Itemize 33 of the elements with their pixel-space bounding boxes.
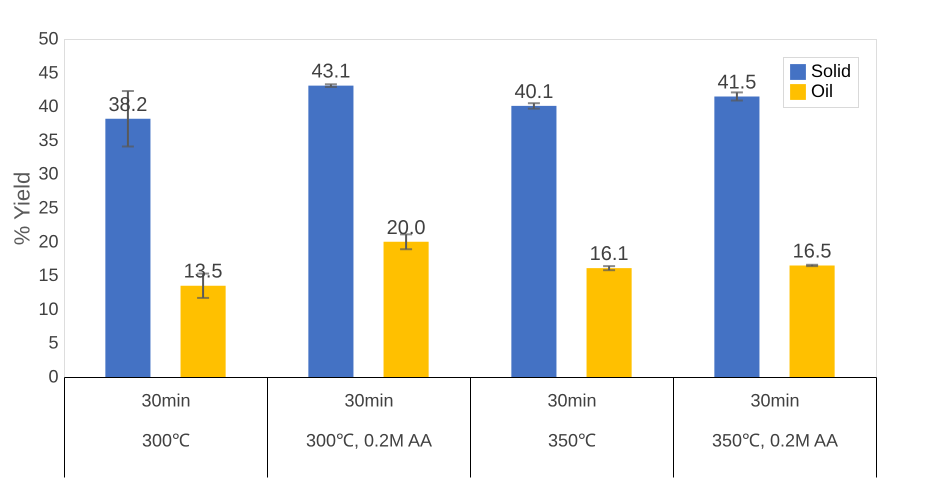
data-label: 16.1 xyxy=(590,243,629,266)
bar xyxy=(180,286,226,377)
bar xyxy=(586,268,632,377)
data-label: 20.0 xyxy=(386,216,426,239)
x-tick-label: 30min 350℃, 0.2M AA xyxy=(712,390,838,450)
y-tick-label: 45 xyxy=(38,62,58,82)
y-axis-title: % Yield xyxy=(9,172,34,246)
x-tick-label: 30min 350℃ xyxy=(547,390,597,450)
data-label: 43.1 xyxy=(311,60,350,83)
data-label: 16.5 xyxy=(792,240,832,262)
data-label: 41.5 xyxy=(717,71,756,94)
data-label: 13.5 xyxy=(184,260,223,283)
legend-label: Oil xyxy=(811,81,833,101)
bar xyxy=(511,106,556,377)
y-tick-label: 10 xyxy=(38,298,58,319)
bar xyxy=(714,96,760,377)
bar xyxy=(308,86,354,377)
y-tick-label: 40 xyxy=(38,96,58,116)
y-tick-label: 20 xyxy=(38,231,58,252)
y-tick-label: 30 xyxy=(38,164,58,184)
legend-label: Solid xyxy=(811,61,852,81)
y-tick-label: 50 xyxy=(38,28,58,48)
y-tick-label: 0 xyxy=(48,366,58,386)
bar xyxy=(790,265,835,377)
bar xyxy=(384,242,429,377)
y-tick-label: 25 xyxy=(38,198,58,218)
data-label: 40.1 xyxy=(514,80,554,103)
bar xyxy=(105,118,150,377)
x-tick-label: 30min 300℃, 0.2M AA xyxy=(306,390,432,450)
y-tick-label: 15 xyxy=(38,265,58,286)
x-tick-label: 30min 300℃ xyxy=(141,390,191,450)
y-tick-label: 35 xyxy=(38,130,58,150)
y-tick-label: 5 xyxy=(48,332,58,353)
